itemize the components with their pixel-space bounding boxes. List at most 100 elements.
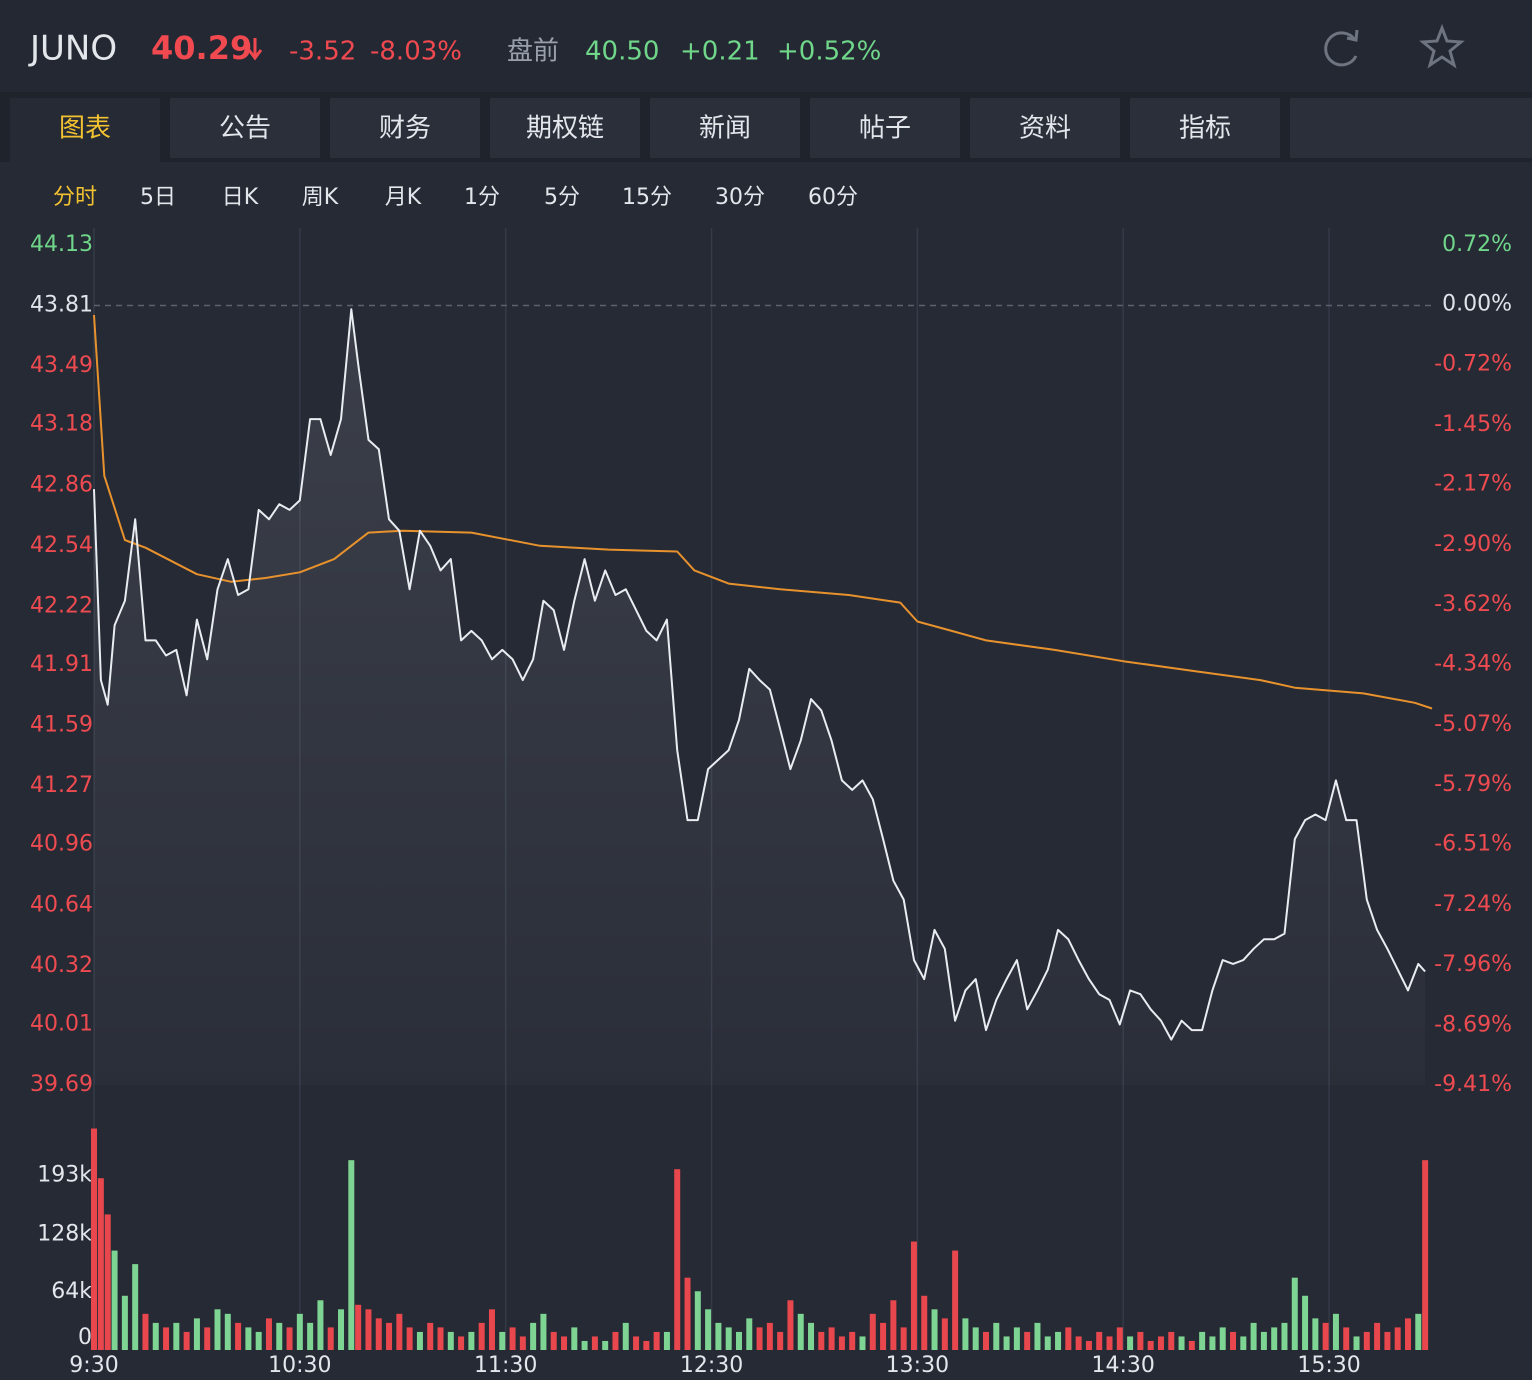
subtab[interactable]: 分时 (53, 185, 97, 210)
volume-bar (591, 1336, 598, 1350)
subtab[interactable]: 15分 (622, 185, 672, 210)
volume-bar (633, 1336, 640, 1350)
volume-bar (355, 1304, 362, 1350)
tab[interactable] (810, 98, 960, 158)
price: 40.29 (151, 29, 252, 67)
tab[interactable] (1130, 98, 1280, 158)
tab-label: 帖子 (859, 114, 911, 144)
y-tick-label: 42.54 (30, 533, 93, 558)
volume-bar (787, 1300, 794, 1350)
subtab[interactable]: 周K (302, 185, 339, 210)
y-tick-label: 40.64 (30, 892, 93, 917)
volume-bar (1157, 1336, 1164, 1350)
volume-bar (602, 1340, 609, 1350)
volume-bar (746, 1318, 753, 1350)
x-tick-label: 11:30 (474, 1353, 537, 1378)
volume-bar (1384, 1331, 1391, 1350)
y-tick-label: 40.32 (30, 953, 93, 978)
tab[interactable] (650, 98, 800, 158)
volume-bar (183, 1331, 190, 1350)
tab-label: 财务 (379, 114, 431, 144)
volume-bar (478, 1322, 485, 1350)
volume-bar (104, 1214, 111, 1350)
volume-bar (756, 1327, 763, 1350)
volume-bar (1343, 1327, 1350, 1350)
volume-bar (921, 1295, 928, 1350)
volume-bar (1147, 1340, 1154, 1350)
volume-bar (1044, 1336, 1051, 1350)
favorite-button[interactable] (1419, 23, 1465, 69)
volume-bar (622, 1322, 629, 1350)
tab[interactable] (490, 98, 640, 158)
y2-tick-label: -3.62% (1434, 592, 1512, 617)
premarket-price: 40.50 (585, 37, 659, 67)
volume-bar (1199, 1331, 1206, 1350)
volume-bar (286, 1327, 293, 1350)
volume-bar (983, 1331, 989, 1350)
subtab[interactable]: 30分 (715, 185, 765, 210)
y-tick-label: 43.18 (30, 412, 93, 437)
volume-bar (437, 1327, 444, 1350)
volume-bar (1374, 1322, 1381, 1350)
subtab[interactable]: 5分 (544, 185, 580, 210)
y2-tick-label: -1.45% (1434, 412, 1512, 437)
volume-bar (1332, 1313, 1339, 1350)
volume-bar (859, 1336, 866, 1350)
change-pct: -8.03% (370, 37, 462, 67)
volume-bar (121, 1295, 128, 1350)
subtab[interactable]: 1分 (464, 185, 500, 210)
volume-bar (111, 1250, 118, 1350)
volume-bar (499, 1331, 506, 1350)
volume-bar (265, 1318, 272, 1350)
y-tick-label: 44.13 (30, 232, 93, 257)
volume-bar (828, 1327, 835, 1350)
volume-bar (1230, 1331, 1237, 1350)
volume-bar (1422, 1160, 1429, 1350)
volume-bar (931, 1309, 938, 1350)
tab[interactable] (10, 98, 160, 162)
volume-bar (993, 1322, 1000, 1350)
volume-bar (173, 1322, 180, 1350)
volume-bar (890, 1300, 897, 1350)
refresh-button[interactable] (1324, 29, 1359, 67)
x-tick-label: 13:30 (886, 1353, 949, 1378)
symbol: JUNO (28, 29, 117, 69)
volume-bar (1281, 1322, 1288, 1350)
tab-label: 公告 (219, 114, 271, 144)
volume-bar (97, 1178, 104, 1350)
subtab[interactable]: 月K (385, 185, 422, 210)
chart: 9:30 10:30 11:30 12:30 13:30 14:30 15:30 44.13 4… (30, 228, 1512, 1378)
volume-bar (715, 1322, 722, 1350)
volume-bar (416, 1331, 423, 1350)
volume-bar (307, 1322, 314, 1350)
volume-bar (519, 1336, 526, 1350)
volume-bar (224, 1313, 231, 1350)
volume-bar (725, 1327, 732, 1350)
volume-bar (276, 1322, 283, 1350)
subtab[interactable]: 5日 (140, 185, 176, 210)
subtab[interactable]: 60分 (808, 185, 858, 210)
tab-label: 资料 (1019, 114, 1071, 144)
volume-bar (245, 1327, 252, 1350)
volume-bar (550, 1331, 557, 1350)
volume-bar (1363, 1331, 1370, 1350)
volume-bar (705, 1309, 712, 1350)
tab[interactable] (330, 98, 480, 158)
tab[interactable] (170, 98, 320, 158)
volume-bar (1394, 1327, 1401, 1350)
volume-bar (396, 1313, 403, 1350)
volume-tick-label: 193k (37, 1163, 92, 1188)
volume-tick-label: 64k (51, 1279, 92, 1304)
tab[interactable] (970, 98, 1120, 158)
volume-bar (581, 1340, 588, 1350)
y2-tick-label: -7.96% (1434, 952, 1512, 977)
y2-tick-label: -7.24% (1434, 892, 1512, 917)
volume-bar (296, 1313, 303, 1350)
y2-tick-label: -5.79% (1434, 772, 1512, 797)
volume-bar (152, 1322, 159, 1350)
subtab[interactable]: 日K (222, 185, 259, 210)
subtabs: 分时 5日 日K 周K 月K 1分 5分 15分 30分 60分 (53, 185, 858, 210)
volume-bar (1013, 1327, 1020, 1350)
y2-tick-label: 0.72% (1442, 232, 1512, 257)
premarket-label: 盘前 (507, 37, 559, 67)
